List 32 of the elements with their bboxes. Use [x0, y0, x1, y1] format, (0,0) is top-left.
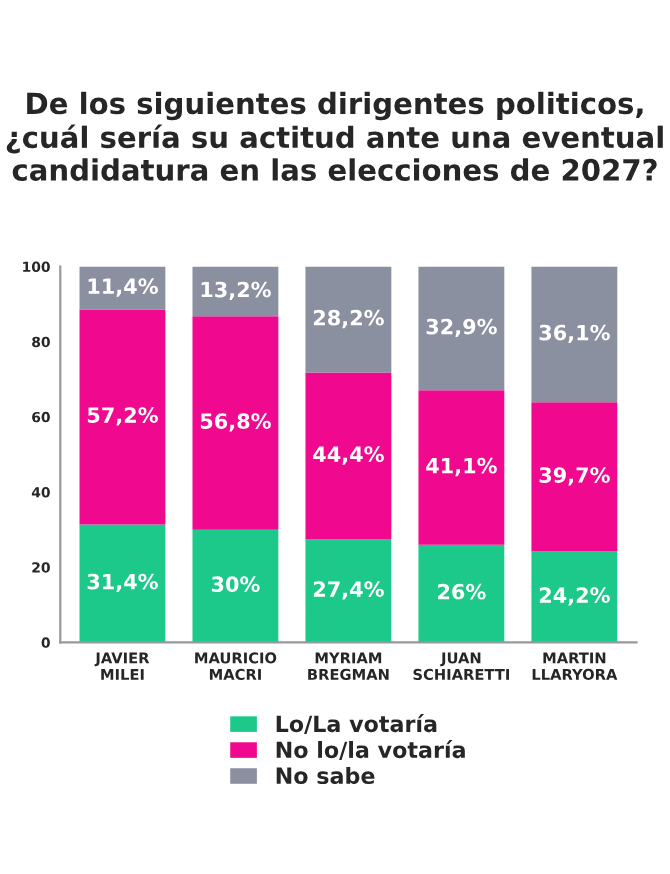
data-label: 24,2% — [539, 587, 610, 606]
bar — [305, 539, 392, 643]
bar — [418, 390, 505, 545]
legend-label: No sabe — [276, 766, 375, 785]
data-label: 44,4% — [313, 446, 384, 465]
legend-label: No lo/la votaría — [276, 740, 465, 760]
bar — [531, 402, 618, 552]
chart-title: De los siguientes dirigentes politicos, ¿cuál sería su actitud ante una eventual candidatura en las elecciones de 2027? — [6, 91, 663, 181]
bar — [79, 524, 166, 643]
data-label: 56,8% — [200, 413, 271, 432]
bar — [305, 372, 392, 540]
data-label: 11,4% — [88, 278, 158, 297]
bar — [192, 316, 279, 530]
data-label: 32,9% — [426, 318, 497, 338]
data-label: 31,4% — [87, 573, 158, 593]
bar — [418, 266, 505, 391]
bar — [305, 266, 392, 373]
data-label: 30% — [211, 576, 260, 593]
data-label: 28,2% — [313, 309, 384, 329]
data-label: 57,2% — [87, 407, 158, 426]
data-label: 27,4% — [313, 581, 384, 600]
bar — [531, 266, 618, 403]
data-label: 13,2% — [201, 281, 271, 301]
data-label: 39,7% — [539, 467, 610, 486]
bar — [531, 551, 618, 643]
legend-label: Lo/La votaría — [276, 714, 437, 734]
bar — [79, 309, 166, 525]
data-label: 26% — [438, 583, 486, 600]
data-label: 36,1% — [539, 324, 610, 344]
data-label: 41,1% — [426, 457, 497, 477]
bar — [418, 544, 505, 643]
bar — [192, 529, 279, 643]
